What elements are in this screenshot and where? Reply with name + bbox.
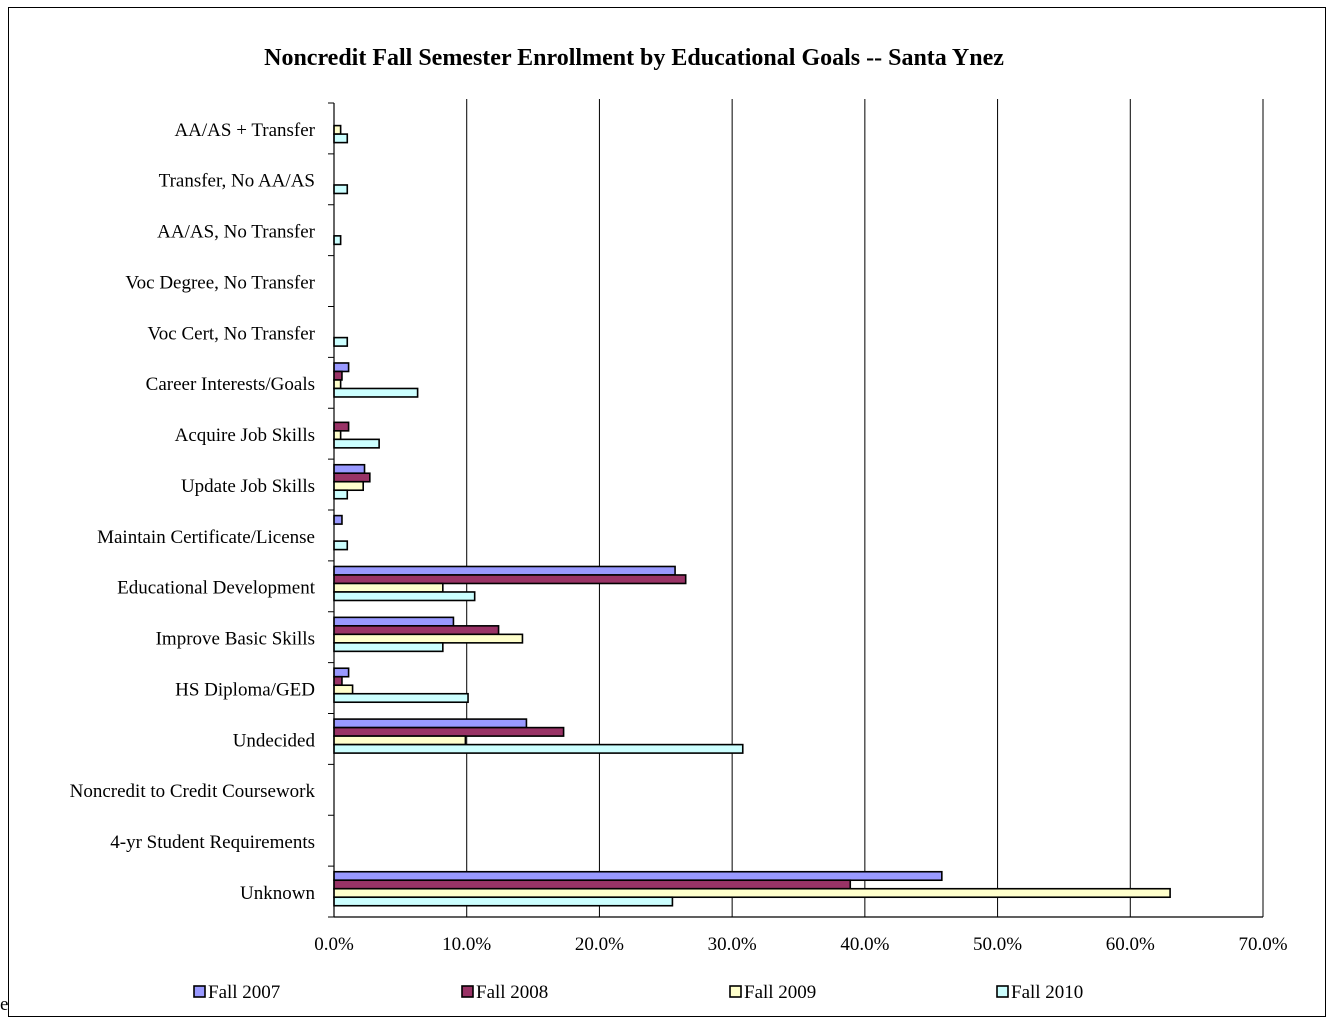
bar <box>333 684 354 695</box>
bar <box>333 625 500 636</box>
category-label: Career Interests/Goals <box>146 374 315 395</box>
bar <box>333 726 565 737</box>
bar <box>333 675 343 687</box>
legend-item: Fall 2007 <box>193 982 280 1003</box>
category-label: AA/AS + Transfer <box>174 120 315 141</box>
x-tick-label: 70.0% <box>1238 934 1287 955</box>
bar <box>333 718 528 729</box>
stray-text: e <box>0 994 9 1015</box>
bar <box>333 362 350 373</box>
gridlines <box>466 99 1264 917</box>
x-tick-label: 20.0% <box>575 934 624 955</box>
category-label: Transfer, No AA/AS <box>159 171 315 192</box>
bar <box>333 472 371 483</box>
bar <box>333 633 524 644</box>
category-label: Educational Development <box>117 578 316 599</box>
bar <box>333 514 343 525</box>
category-label: Acquire Job Skills <box>175 425 315 446</box>
x-tick-label: 0.0% <box>314 934 354 955</box>
bar <box>333 896 674 907</box>
bar <box>333 870 943 882</box>
chart-title: Noncredit Fall Semester Enrollment by Ed… <box>264 45 1004 71</box>
legend-label: Fall 2009 <box>744 982 816 1003</box>
legend-item: Fall 2009 <box>729 982 816 1003</box>
bar <box>333 133 349 144</box>
legend-item: Fall 2010 <box>996 982 1083 1003</box>
tick-labels: 0.0% 10.0% 20.0% 30.0% 40.0% 50.0% 60.0% 70.0% <box>314 934 1288 955</box>
category-label: Voc Degree, No Transfer <box>125 272 315 293</box>
legend-item: Fall 2008 <box>461 982 548 1003</box>
category-label: 4-yr Student Requirements <box>110 832 315 853</box>
bar <box>333 480 364 492</box>
bar <box>333 565 676 576</box>
category-label: Noncredit to Credit Coursework <box>70 781 316 802</box>
category-label: HS Diploma/GED <box>175 679 315 700</box>
bar <box>333 735 467 746</box>
category-label: Undecided <box>233 730 316 751</box>
bar <box>333 692 469 704</box>
category-label: Voc Cert, No Transfer <box>148 323 316 344</box>
x-tick-label: 50.0% <box>973 934 1022 955</box>
bar <box>333 184 349 195</box>
bar <box>333 582 444 593</box>
bar <box>333 124 342 135</box>
category-label: Update Job Skills <box>181 476 315 497</box>
bar <box>333 370 343 381</box>
bar <box>333 667 350 678</box>
bar <box>333 235 342 246</box>
category-label: Unknown <box>240 883 315 904</box>
bar <box>333 574 687 585</box>
legend-label: Fall 2008 <box>476 982 548 1003</box>
x-tick-label: 10.0% <box>442 934 491 955</box>
x-tick-label: 60.0% <box>1106 934 1155 955</box>
bar <box>333 379 342 390</box>
bar <box>333 879 852 890</box>
bar <box>333 540 349 551</box>
x-tick-label: 40.0% <box>840 934 889 955</box>
legend-swatch <box>729 985 742 998</box>
legend-swatch <box>193 985 206 998</box>
legend-swatch <box>461 985 474 998</box>
legend-swatch <box>996 985 1009 998</box>
bar <box>333 430 342 441</box>
legend-label: Fall 2007 <box>208 982 280 1003</box>
x-tick-label: 30.0% <box>708 934 757 955</box>
legend: Fall 2007 Fall 2008 Fall 2009 Fall 2010 <box>193 982 1083 1003</box>
bar <box>333 591 476 602</box>
bar <box>333 743 744 754</box>
bar <box>333 421 350 432</box>
category-labels: AA/AS + Transfer Transfer, No AA/AS AA/AS,… <box>70 120 316 904</box>
legend-label: Fall 2010 <box>1011 982 1083 1003</box>
category-label: Improve Basic Skills <box>156 629 315 650</box>
bar <box>333 387 419 398</box>
bar <box>333 336 349 347</box>
category-label: Maintain Certificate/License <box>97 527 315 548</box>
bar <box>333 642 444 653</box>
bar <box>333 887 1171 899</box>
bar <box>333 463 366 475</box>
bar <box>333 616 455 627</box>
bar <box>333 438 380 449</box>
bar <box>333 489 349 500</box>
bars-group <box>333 124 1171 907</box>
axes <box>328 102 1263 918</box>
category-label: AA/AS, No Transfer <box>157 222 315 243</box>
